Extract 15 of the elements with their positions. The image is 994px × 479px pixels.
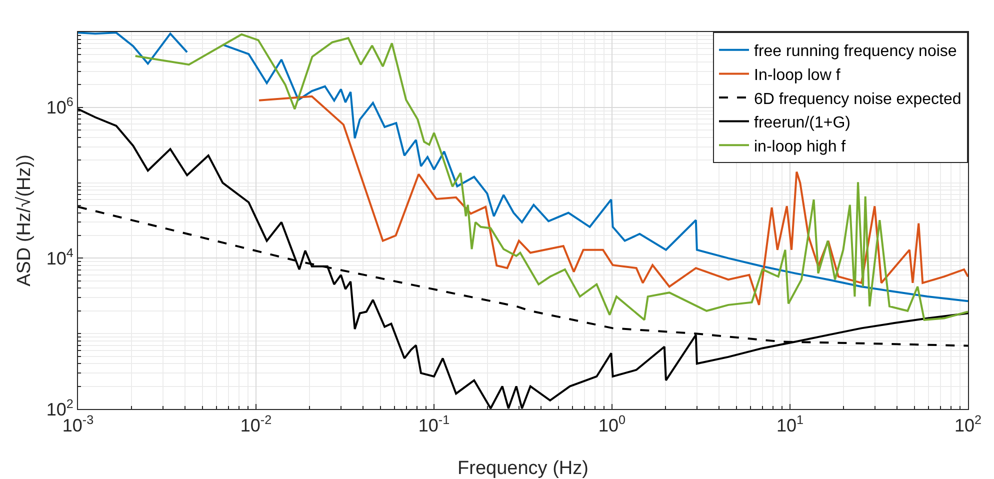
legend-label: free running frequency noise	[754, 43, 957, 60]
x-axis-title: Frequency (Hz)	[458, 458, 588, 479]
y-tick-label: 10$^{4}$	[46, 246, 74, 268]
x-tick-label: 10$^{2}$	[954, 413, 982, 436]
x-tick-label: 10$^{-1}$	[418, 413, 450, 436]
legend-label: 6D frequency noise expected	[754, 90, 962, 108]
legend-label: freerun/(1+G)	[754, 114, 850, 132]
y-tick-label: 10$^{2}$	[46, 396, 74, 420]
legend-label: in-loop high f	[754, 138, 846, 156]
y-tick-label: 10$^{6}$	[46, 95, 74, 118]
legend-label: In-loop low f	[754, 66, 841, 84]
x-tick-label: 10$^{-2}$	[240, 413, 272, 436]
x-tick-label: 10$^{1}$	[776, 413, 804, 436]
y-axis-title: ASD (Hz/√(Hz))	[14, 154, 35, 286]
x-tick-label: 10$^{0}$	[598, 413, 626, 436]
